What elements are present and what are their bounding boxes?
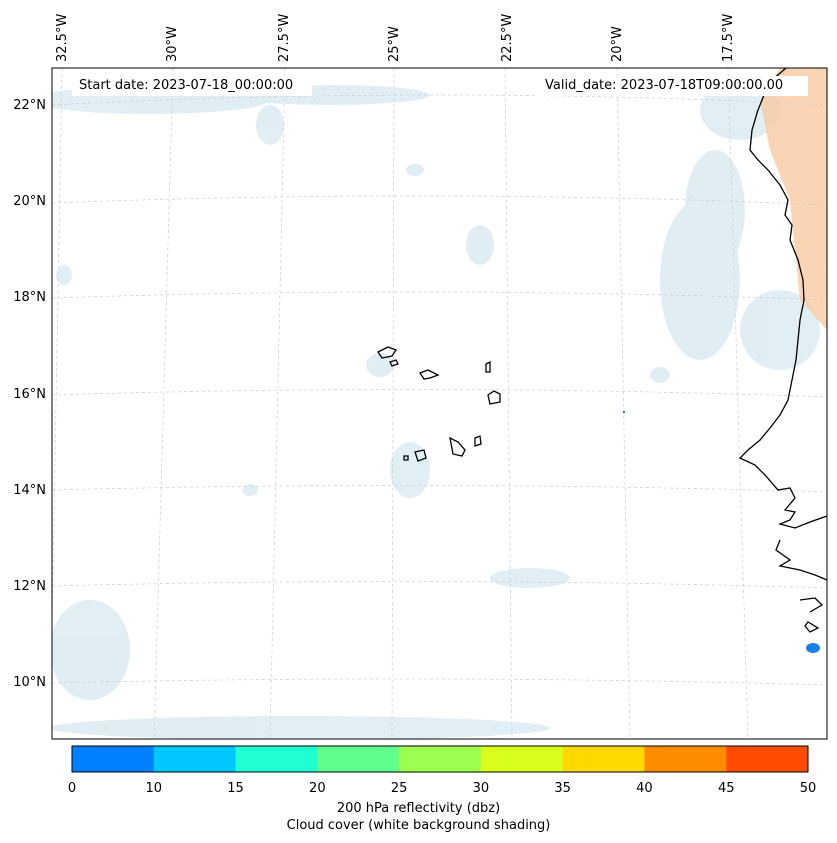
lat-label: 18°N [13,290,46,305]
colorbar-tick-label: 50 [799,781,817,796]
colorbar-tick-label: 40 [636,781,653,796]
lat-label: 22°N [13,98,46,113]
colorbar-swatch [235,746,318,772]
gridlines [52,68,827,739]
colorbar-tick-label: 0 [67,781,77,796]
reflectivity-cell [806,643,820,653]
colorbar-swatch [72,746,155,772]
coastline [377,68,827,633]
lon-label: 25°W [387,26,402,62]
lat-label: 14°N [13,483,46,498]
colorbar-swatch [562,746,645,772]
cloud-cover-shading [52,80,820,739]
colorbar-tick-label: 35 [554,781,571,796]
lon-label: 17.5°W [721,13,736,62]
colorbar-tick-label: 20 [309,781,326,796]
lon-label: 27.5°W [277,13,292,62]
colorbar [72,746,809,772]
reflectivity-cell [623,411,625,413]
colorbar-swatch [399,746,482,772]
lon-label: 30°W [165,26,180,62]
start-date-label: Start date: 2023-07-18_00:00:00 [79,78,294,93]
colorbar-tick-label: 15 [227,781,244,796]
colorbar-tick-label: 45 [717,781,735,796]
colorbar-swatch [153,746,237,772]
colorbar-swatch [480,746,564,772]
valid-date-label: Valid_date: 2023-07-18T09:00:00.00 [545,78,784,93]
colorbar-swatch [726,746,809,772]
colorbar-tick-label: 30 [472,781,490,796]
lat-label: 16°N [13,387,46,402]
colorbar-swatch [317,746,400,772]
lat-label: 20°N [13,194,46,209]
map-area [52,68,827,739]
lon-label: 20°W [610,26,625,62]
lon-label: 22.5°W [500,13,515,62]
colorbar-label: 200 hPa reflectivity (dbz) [336,801,501,816]
lon-label: 32.5°W [55,13,70,62]
colorbar-swatch [644,746,727,772]
colorbar-tick-label: 25 [390,781,408,796]
start-date-box [72,76,312,96]
lat-label: 12°N [13,579,46,594]
colorbar-tick-label: 10 [145,781,163,796]
colorbar-frame [71,745,809,773]
dust-shading [760,68,827,330]
colorbar-sublabel: Cloud cover (white background shading) [286,818,551,833]
lat-label: 10°N [13,675,46,690]
map-frame [51,67,828,740]
valid-date-box [538,76,808,96]
